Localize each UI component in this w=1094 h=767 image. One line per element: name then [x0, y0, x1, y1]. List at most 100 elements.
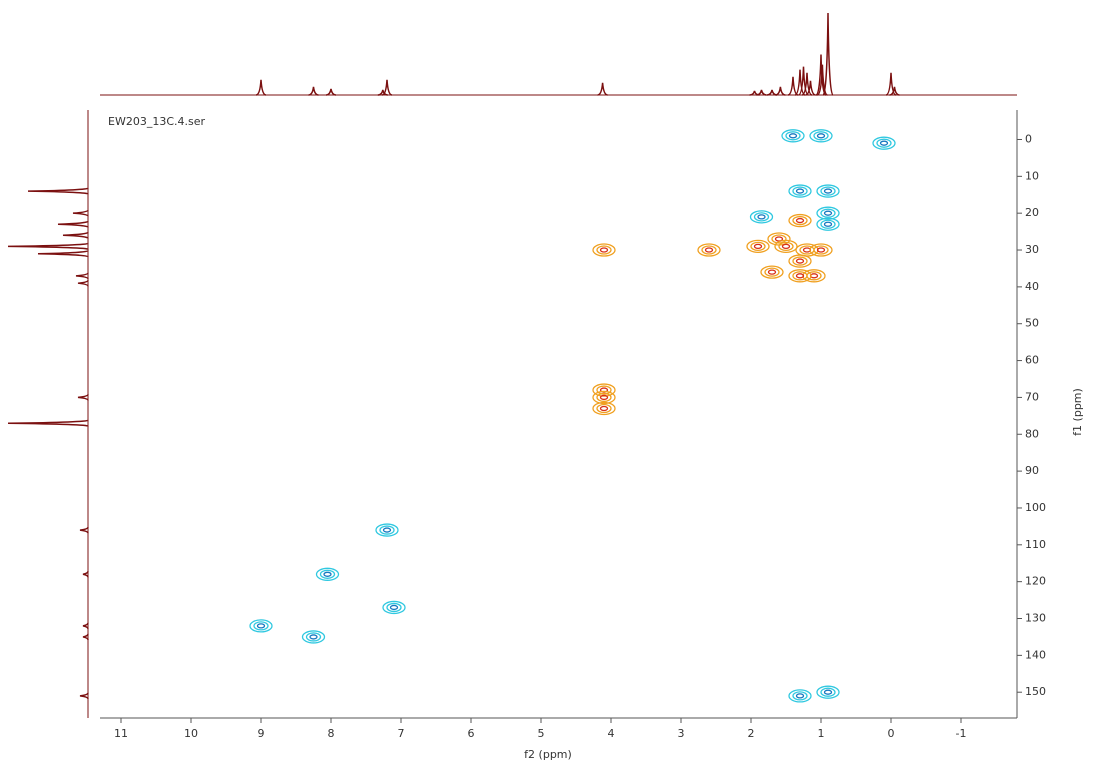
- contour: [323, 571, 332, 577]
- contour: [771, 234, 787, 244]
- x-tick-label: 4: [608, 727, 615, 740]
- spectrum-peak: [817, 64, 828, 96]
- x-tick-label: 1: [818, 727, 825, 740]
- contour: [774, 239, 798, 253]
- contour: [382, 527, 392, 533]
- contour: [820, 186, 836, 196]
- spectrum-peak: [79, 692, 89, 700]
- contour: [816, 184, 840, 198]
- contour: [813, 131, 829, 141]
- peak: [872, 136, 896, 150]
- peak: [592, 390, 616, 405]
- peak: [802, 269, 826, 283]
- peak: [774, 239, 798, 253]
- contour: [599, 405, 609, 412]
- contour: [309, 634, 318, 640]
- peak: [788, 689, 812, 703]
- y-tick-label: 10: [1025, 169, 1039, 182]
- contour: [746, 239, 770, 253]
- peak: [781, 129, 805, 143]
- x-tick-label: 3: [678, 727, 685, 740]
- contour: [788, 213, 812, 228]
- spectrum-peak: [756, 89, 767, 96]
- spectrum-peak: [766, 89, 778, 96]
- x-tick-label: 8: [328, 727, 335, 740]
- peak: [816, 685, 840, 699]
- contour: [757, 214, 766, 220]
- y-tick-label: 40: [1025, 280, 1039, 293]
- contour: [701, 245, 717, 255]
- contour: [592, 243, 616, 257]
- x-tick-label: 11: [114, 727, 128, 740]
- x-tick-label: -1: [956, 727, 967, 740]
- spectrum-peak: [377, 89, 388, 96]
- contour: [375, 523, 399, 537]
- contour: [823, 689, 833, 695]
- contour: [382, 600, 406, 615]
- contour: [876, 138, 892, 148]
- contour: [599, 247, 609, 253]
- peak: [249, 619, 273, 633]
- spectrum-peak: [787, 76, 799, 96]
- spectrum-peak: [62, 231, 89, 240]
- contour: [249, 619, 273, 633]
- contour: [315, 567, 340, 581]
- contour: [592, 390, 616, 405]
- contour: [788, 184, 812, 198]
- peak: [788, 254, 812, 268]
- contour: [816, 133, 826, 139]
- y-tick-label: 50: [1025, 317, 1039, 330]
- contour: [764, 267, 780, 277]
- contour: [749, 210, 774, 224]
- contour: [781, 129, 805, 143]
- contour: [596, 392, 612, 403]
- contour: [792, 691, 808, 701]
- spectrum-peak: [798, 66, 809, 96]
- chart-title: EW203_13C.4.ser: [108, 115, 205, 128]
- contour: [879, 140, 889, 146]
- peak: [809, 129, 833, 143]
- spectrum-peak: [77, 279, 89, 287]
- spectrum-peak: [885, 72, 897, 96]
- spectrum-peak: [255, 79, 267, 96]
- contour: [599, 394, 609, 401]
- peak: [767, 232, 791, 246]
- contour: [816, 206, 840, 220]
- spectrum-peak: [308, 86, 319, 96]
- contour: [767, 269, 777, 275]
- spectrum-peak: [805, 80, 816, 96]
- peak: [809, 243, 833, 257]
- contour: [704, 247, 714, 253]
- peak: [746, 239, 770, 253]
- contour: [319, 569, 336, 579]
- spectrum-peak: [801, 72, 813, 96]
- y-tick-label: 80: [1025, 427, 1039, 440]
- contour: [596, 245, 612, 255]
- y-tick-label: 100: [1025, 501, 1046, 514]
- contour: [795, 258, 805, 264]
- contour: [816, 685, 840, 699]
- peak: [375, 523, 399, 537]
- y-tick-label: 150: [1025, 685, 1046, 698]
- y-tick-label: 110: [1025, 538, 1046, 551]
- contour: [253, 621, 269, 631]
- contour: [820, 219, 836, 229]
- contour: [386, 602, 402, 613]
- contour: [792, 271, 808, 281]
- spectrum-peak: [889, 86, 900, 96]
- contour: [781, 243, 791, 249]
- contour: [697, 243, 721, 257]
- contour: [795, 217, 805, 224]
- peak: [760, 265, 784, 279]
- spectrum-peak: [77, 394, 89, 401]
- contour: [760, 265, 784, 279]
- peak: [592, 383, 616, 397]
- contour: [592, 401, 616, 416]
- spectrum-peak: [82, 633, 89, 641]
- spectrum-peak: [27, 187, 89, 195]
- peak: [816, 184, 840, 198]
- contour: [788, 689, 812, 703]
- spectrum-peak: [75, 272, 89, 280]
- contour: [774, 236, 784, 242]
